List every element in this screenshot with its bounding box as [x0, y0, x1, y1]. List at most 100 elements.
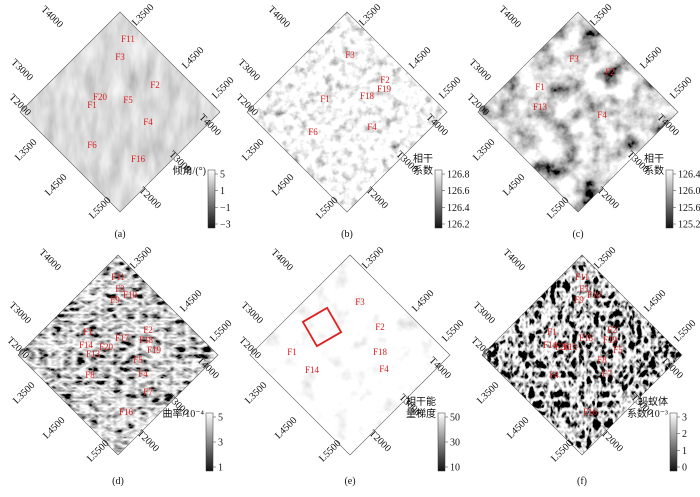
- fault-label: F19: [147, 345, 162, 355]
- fault-label: F5: [133, 355, 143, 365]
- fault-label: F4: [367, 122, 377, 132]
- fault-label: F13: [533, 102, 548, 112]
- fault-label: F3: [569, 54, 579, 64]
- axis-label: L4500: [501, 172, 527, 198]
- map-border: [477, 11, 679, 213]
- fault-label: F9: [110, 295, 120, 305]
- axis-label: L4500: [410, 288, 436, 314]
- fault-label: F6: [308, 127, 318, 137]
- colorbar-title: 系数/10⁻³: [627, 407, 668, 420]
- colorbar-tick-label: 3: [682, 413, 687, 424]
- map-border: [19, 11, 221, 213]
- colorbar-tick-label: 0: [682, 463, 687, 474]
- fault-label: F18: [373, 347, 388, 357]
- colorbar-tick-label: 5: [220, 170, 225, 181]
- fault-label: F10: [123, 290, 138, 300]
- colorbar-tick-label: 10: [450, 463, 460, 474]
- axis-label: L3500: [128, 245, 154, 271]
- axis-label: L5500: [317, 438, 343, 464]
- axis-label: L3500: [243, 380, 269, 406]
- colorbar-tick-label: 3: [218, 438, 223, 449]
- map-border: [246, 11, 448, 213]
- colorbar: [669, 412, 678, 472]
- colorbar: [434, 169, 443, 229]
- fault-label: F17: [115, 333, 130, 343]
- axis-label: L5500: [440, 318, 466, 344]
- fault-label: F19: [377, 84, 392, 94]
- fault-label: F4: [143, 117, 153, 127]
- fault-label: F2: [150, 80, 160, 90]
- axis-label: T3000: [239, 300, 265, 326]
- fault-label: F3: [579, 284, 589, 294]
- fault-label: F3: [345, 50, 355, 60]
- axis-label: T2000: [599, 428, 625, 454]
- fault-label: F18: [360, 91, 375, 101]
- axis-label: L5500: [672, 318, 698, 344]
- highlight-box: [301, 306, 343, 348]
- fault-label: F3: [355, 297, 365, 307]
- map-border: [249, 254, 451, 456]
- colorbar-tick-label: −1: [220, 203, 231, 214]
- axis-label: L4500: [505, 415, 531, 441]
- panel-caption: (f): [577, 476, 587, 487]
- axis-label: T4000: [269, 247, 295, 273]
- panel-caption: (c): [572, 229, 583, 240]
- fault-label: F4: [379, 364, 389, 374]
- fault-label: F1: [83, 327, 93, 337]
- axis-label: L3500: [240, 137, 266, 163]
- fault-label: F7: [602, 369, 612, 379]
- axis-label: L5500: [85, 438, 111, 464]
- fault-label: F9: [574, 295, 584, 305]
- fault-label: F5: [613, 345, 623, 355]
- fault-label: F2: [375, 322, 385, 332]
- colorbar-tick-label: 126.0: [678, 186, 700, 197]
- colorbar-tick-label: 1: [218, 463, 223, 474]
- axis-label: T4000: [37, 247, 63, 273]
- fault-label: F1: [287, 347, 297, 357]
- colorbar: [437, 412, 446, 472]
- fault-label: F1: [535, 82, 545, 92]
- colorbar-tick-label: 30: [450, 438, 460, 449]
- fault-label: F2: [380, 75, 390, 85]
- fault-label: F8: [85, 370, 95, 380]
- map-border: [17, 254, 219, 456]
- fault-label: F14: [543, 340, 558, 350]
- axis-label: T3000: [471, 300, 497, 326]
- colorbar-title: 系数: [644, 164, 664, 177]
- colorbar-tick-label: 126.6: [447, 186, 470, 197]
- fault-label: F7: [143, 387, 153, 397]
- colorbar-title: 相干: [413, 152, 433, 165]
- colorbar-tick-label: 1: [682, 446, 687, 457]
- axis-label: L5500: [545, 195, 571, 221]
- fault-label: F6: [87, 140, 97, 150]
- fault-label: F13: [86, 349, 101, 359]
- fault-label: F14: [79, 340, 94, 350]
- seismic-map: [20, 12, 220, 212]
- colorbar-tick-label: 126.2: [447, 220, 470, 231]
- axis-label: L5500: [437, 75, 463, 101]
- axis-label: L3500: [360, 245, 386, 271]
- axis-label: T4000: [39, 4, 65, 30]
- colorbar-title: 倾角/(°): [173, 164, 206, 177]
- fault-label: F11: [111, 272, 125, 282]
- axis-label: L4500: [642, 288, 668, 314]
- panel-caption: (d): [112, 476, 124, 487]
- axis-label: L5500: [314, 195, 340, 221]
- axis-label: L4500: [270, 172, 296, 198]
- axis-label: L3500: [130, 2, 156, 28]
- fault-label: F2: [607, 325, 617, 335]
- fault-label: F14: [305, 365, 320, 375]
- axis-label: L4500: [638, 45, 664, 71]
- fault-label: F16: [119, 407, 134, 417]
- seismic-map: [247, 12, 447, 212]
- axis-label: T2000: [367, 428, 393, 454]
- axis-label: L5500: [87, 195, 113, 221]
- fault-label: F1: [87, 100, 97, 110]
- axis-label: L4500: [407, 45, 433, 71]
- fault-label: F4: [597, 110, 607, 120]
- colorbar-title: 量梯度: [406, 407, 436, 420]
